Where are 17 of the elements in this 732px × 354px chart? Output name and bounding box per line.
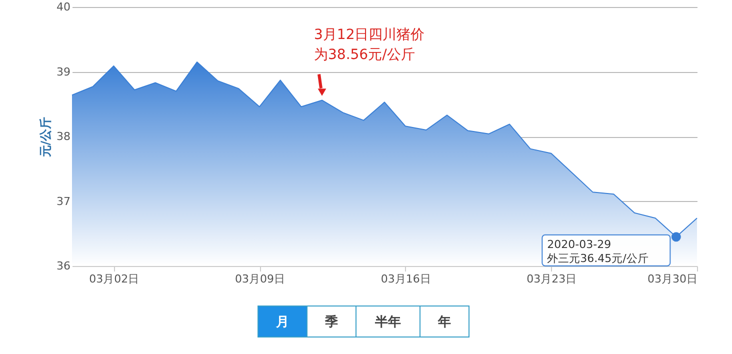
text: 季: [324, 314, 338, 330]
y-tick-label: 36: [56, 260, 70, 272]
text: 月: [275, 315, 289, 330]
x-tick-label: 03月23日: [526, 272, 577, 286]
y-tick-label: 38: [56, 130, 70, 143]
x-tick-label: 03月09日: [235, 272, 285, 286]
y-axis-title: 元/公斤: [38, 116, 53, 158]
x-tick-label: 03月30日: [648, 272, 698, 286]
y-tick-label: 40: [56, 0, 70, 14]
y-tick-label: 37: [56, 194, 70, 208]
annotation: 2020-03-29 外三元36.45元/公斤: [547, 238, 648, 265]
x-tick-label: 03月02日: [89, 272, 140, 286]
text: 年: [437, 315, 451, 330]
x-tick-label: 03月16日: [380, 272, 431, 286]
annotation: 3月12日四川猪价为38.56元/公斤: [314, 27, 425, 64]
y-tick-label: 39: [56, 65, 70, 78]
text: 半年: [374, 315, 401, 330]
